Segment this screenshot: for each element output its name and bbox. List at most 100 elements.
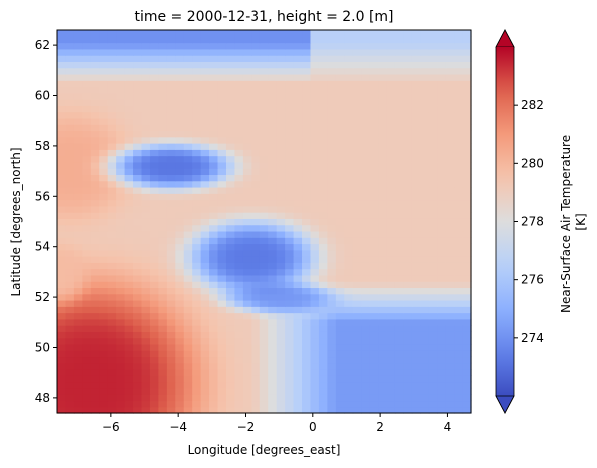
heatmap-cell: [428, 30, 438, 37]
heatmap-cell: [445, 337, 455, 345]
heatmap-cell: [107, 199, 117, 207]
heatmap-cell: [259, 362, 269, 370]
heatmap-cell: [437, 268, 447, 276]
heatmap-cell: [234, 143, 244, 150]
heatmap-cell: [73, 86, 83, 94]
heatmap-cell: [285, 375, 295, 383]
heatmap-cell: [65, 80, 75, 88]
heatmap-cell: [276, 168, 286, 176]
heatmap-cell: [394, 92, 405, 100]
heatmap-cell: [90, 293, 100, 301]
heatmap-cell: [99, 136, 109, 144]
heatmap-cell: [107, 86, 117, 94]
heatmap-cell: [175, 281, 185, 289]
heatmap-cell: [225, 42, 236, 50]
heatmap-cell: [225, 387, 236, 395]
heatmap-cell: [369, 281, 379, 289]
heatmap-cell: [276, 331, 286, 339]
heatmap-cell: [73, 312, 83, 320]
heatmap-cell: [124, 262, 134, 270]
heatmap-cell: [454, 161, 464, 169]
heatmap-cell: [149, 92, 159, 100]
heatmap-cell: [445, 230, 455, 238]
heatmap-cell: [428, 61, 438, 69]
heatmap-cell: [124, 400, 134, 408]
heatmap-cell: [200, 268, 210, 276]
heatmap-cell: [428, 48, 438, 56]
heatmap-cell: [310, 343, 320, 351]
heatmap-cell: [149, 199, 159, 207]
heatmap-cell: [234, 406, 244, 414]
heatmap-cell: [361, 42, 371, 50]
heatmap-cell: [378, 262, 388, 270]
heatmap-cell: [386, 287, 396, 295]
heatmap-cell: [242, 387, 252, 395]
heatmap-cell: [200, 155, 210, 163]
heatmap-cell: [420, 299, 430, 307]
heatmap-cell: [352, 99, 362, 106]
heatmap-cell: [234, 268, 244, 276]
heatmap-cell: [133, 199, 143, 207]
heatmap-cell: [234, 111, 244, 119]
heatmap-cell: [73, 318, 83, 326]
heatmap-cell: [192, 218, 202, 226]
heatmap-cell: [344, 193, 354, 201]
heatmap-cell: [73, 149, 83, 157]
heatmap-cell: [82, 136, 92, 144]
heatmap-cell: [225, 161, 236, 169]
heatmap-cell: [124, 281, 134, 289]
heatmap-cell: [82, 205, 92, 213]
heatmap-cell: [462, 350, 472, 358]
heatmap-cell: [149, 218, 159, 226]
heatmap-cell: [242, 312, 252, 320]
heatmap-cell: [276, 124, 286, 132]
heatmap-cell: [166, 48, 176, 56]
heatmap-cell: [462, 318, 472, 326]
heatmap-cell: [251, 161, 261, 169]
heatmap-cell: [166, 268, 176, 276]
heatmap-cell: [302, 312, 312, 320]
heatmap-cell: [352, 362, 362, 370]
heatmap-cell: [192, 356, 202, 364]
heatmap-cell: [234, 337, 244, 345]
heatmap-cell: [394, 36, 405, 44]
heatmap-cell: [133, 186, 143, 194]
heatmap-cell: [192, 143, 202, 150]
heatmap-cell: [217, 375, 227, 383]
heatmap-cell: [378, 48, 388, 56]
heatmap-cell: [225, 117, 236, 125]
heatmap-cell: [378, 105, 388, 113]
heatmap-cell: [57, 306, 67, 314]
heatmap-cell: [285, 36, 295, 44]
heatmap-cell: [217, 237, 227, 245]
heatmap-cell: [437, 143, 447, 150]
heatmap-cell: [369, 124, 379, 132]
heatmap-cell: [99, 86, 109, 94]
heatmap-cell: [200, 293, 210, 301]
heatmap-cell: [394, 331, 405, 339]
heatmap-cell: [344, 212, 354, 219]
heatmap-cell: [403, 193, 413, 201]
heatmap-cell: [200, 161, 210, 169]
heatmap-cell: [378, 274, 388, 282]
heatmap-cell: [259, 117, 269, 125]
heatmap-cell: [369, 73, 379, 81]
heatmap-cell: [285, 262, 295, 270]
heatmap-cell: [65, 293, 75, 301]
heatmap-cell: [225, 268, 236, 276]
heatmap-cell: [57, 55, 67, 62]
heatmap-cell: [386, 99, 396, 106]
heatmap-cell: [192, 369, 202, 376]
heatmap-cell: [445, 387, 455, 395]
heatmap-cell: [82, 337, 92, 345]
heatmap-cell: [133, 381, 143, 389]
heatmap-cell: [285, 80, 295, 88]
heatmap-cell: [166, 155, 176, 163]
heatmap-cell: [183, 343, 193, 351]
heatmap-cell: [445, 306, 455, 314]
heatmap-cell: [234, 199, 244, 207]
heatmap-cell: [428, 350, 438, 358]
heatmap-cell: [209, 36, 219, 44]
heatmap-cell: [369, 375, 379, 383]
